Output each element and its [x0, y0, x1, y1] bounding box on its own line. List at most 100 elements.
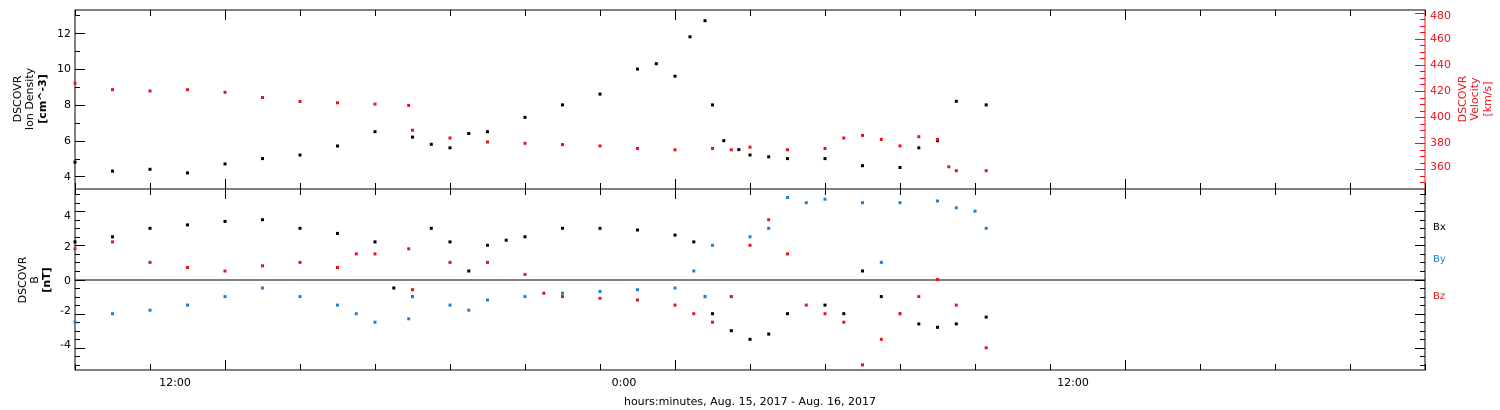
velocity-series-point	[111, 88, 114, 92]
bx-series-point	[448, 240, 452, 244]
density-axis-title-line: DSCOVR	[11, 75, 24, 122]
density-axis-title-line: Ion Density	[23, 67, 36, 130]
bx-series-point	[467, 269, 471, 273]
bx-series-point	[504, 238, 508, 242]
bz-series-point	[373, 252, 377, 256]
velocity-series-point	[561, 143, 564, 147]
density-series-point	[261, 157, 264, 161]
bfield-axis-title-line: [nT]	[40, 267, 53, 292]
velocity-series-point	[73, 81, 77, 85]
bx-series-point	[336, 231, 339, 235]
density-tick-label: 10	[57, 62, 71, 75]
bz-series-point	[636, 298, 639, 302]
bx-series-point	[692, 240, 696, 244]
by-series-point	[748, 235, 752, 239]
by-series-point	[598, 290, 602, 293]
by-series-point	[223, 295, 227, 299]
time-tick-labels: 12:00 0:00 12:00	[159, 376, 1089, 389]
by-series-point	[954, 206, 958, 210]
by-series-point	[861, 201, 864, 205]
velocity-tick-labels: 360 380 400 420 440 460 480	[1430, 9, 1451, 173]
bfield-tick-label: -2	[60, 304, 71, 317]
bz-series-point	[148, 260, 152, 264]
velocity-series-point	[786, 148, 789, 152]
velocity-tick-label: 400	[1430, 110, 1451, 123]
density-series-point	[861, 164, 864, 168]
velocity-series-point	[336, 101, 339, 105]
bz-series-point	[823, 312, 827, 316]
bz-series-point	[561, 295, 564, 299]
by-series-point	[673, 286, 677, 290]
bx-series-point	[748, 337, 752, 341]
bz-series-point	[936, 278, 939, 281]
by-series-point	[767, 226, 771, 230]
velocity-tick-label: 380	[1430, 136, 1451, 149]
velocity-series-point	[936, 137, 939, 141]
velocity-series-point	[823, 147, 827, 150]
density-series-point	[737, 148, 741, 152]
by-series-point	[73, 320, 77, 324]
bx-series-point	[842, 312, 846, 316]
velocity-tick-label: 420	[1430, 84, 1451, 97]
bz-series-point	[111, 240, 114, 244]
bz-series-point	[673, 303, 677, 307]
bz-series-point	[984, 346, 988, 350]
legend-bz: Bz	[1433, 291, 1445, 302]
bfield-tick-label: 2	[64, 240, 71, 253]
density-series-point	[748, 153, 752, 157]
density-tick-label: 6	[64, 134, 71, 147]
density-series-point	[467, 132, 471, 135]
density-series-point	[73, 160, 77, 164]
time-tick-label: 12:00	[1057, 376, 1089, 389]
by-series-point	[973, 209, 977, 213]
velocity-series-point	[729, 148, 733, 152]
velocity-series-point	[984, 169, 988, 173]
bx-series	[73, 218, 988, 341]
density-series-point	[186, 171, 189, 175]
by-series-point	[411, 295, 414, 299]
by-series-point	[823, 197, 827, 201]
time-tick-label: 12:00	[159, 376, 191, 389]
bx-series-point	[523, 235, 527, 239]
density-series-point	[984, 103, 988, 107]
density-series-point	[767, 155, 771, 159]
density-series-point	[711, 103, 714, 107]
density-series-point	[411, 135, 414, 139]
bz-series-point	[598, 296, 602, 300]
bx-series-point	[111, 235, 114, 239]
by-series-point	[804, 201, 808, 205]
bx-series-point	[767, 332, 771, 336]
bz-series-point	[336, 266, 339, 269]
bz-series-point	[786, 252, 789, 256]
velocity-series-point	[861, 133, 864, 137]
bx-series-point	[392, 286, 396, 290]
velocity-series-point	[261, 96, 264, 99]
by-series-point	[786, 196, 789, 199]
velocity-axis-title-line: [km/s]	[1481, 81, 1494, 116]
bz-series-point	[767, 218, 771, 222]
bx-series-point	[148, 226, 152, 230]
bx-series-point	[561, 226, 564, 230]
density-series-point	[688, 35, 692, 39]
velocity-series-point	[148, 89, 152, 93]
velocity-series-point	[879, 137, 883, 141]
bx-series-point	[729, 329, 733, 333]
bz-series-point	[542, 291, 546, 295]
by-series-point	[148, 308, 152, 312]
by-series-point	[448, 303, 452, 307]
velocity-tick-label: 460	[1430, 32, 1451, 45]
velocity-series-point	[842, 136, 846, 140]
by-series-point	[703, 295, 707, 299]
velocity-series-point	[917, 135, 921, 139]
density-tick-label: 8	[64, 98, 71, 111]
density-series-point	[561, 103, 564, 107]
density-series-point	[722, 139, 726, 143]
bx-series-point	[673, 233, 677, 237]
bfield-legend: Bx By Bz	[1433, 222, 1446, 302]
velocity-tick-label: 480	[1430, 9, 1451, 22]
by-series-point	[407, 317, 411, 321]
bx-series-point	[429, 226, 433, 230]
time-tick-label: 0:00	[612, 376, 637, 389]
density-tick-label: 4	[64, 170, 71, 183]
bz-series-point	[223, 269, 227, 273]
